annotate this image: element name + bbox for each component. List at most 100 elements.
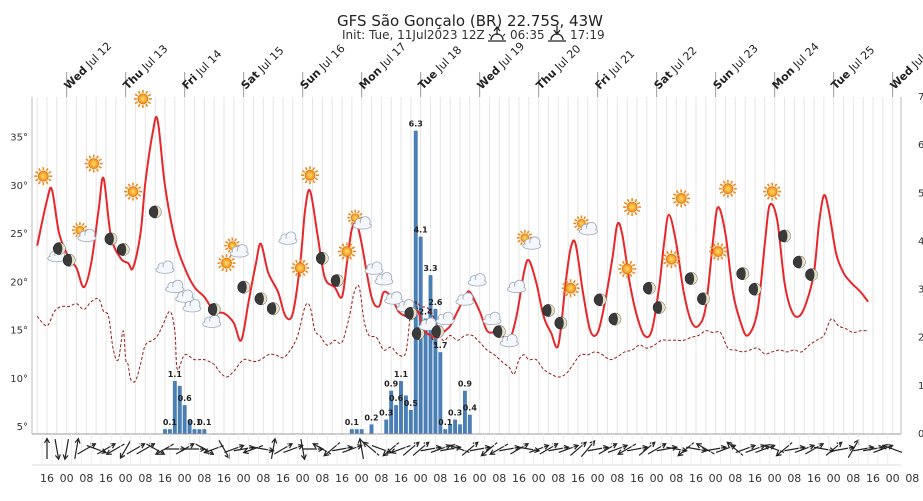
moon-icon bbox=[315, 251, 329, 265]
sun-icon bbox=[291, 258, 310, 277]
partly-cloudy-icon bbox=[224, 237, 249, 258]
grid bbox=[36, 97, 894, 434]
precip-bar bbox=[453, 419, 458, 434]
y2-tick-label: 4 bbox=[918, 236, 923, 247]
wind-arrow-row bbox=[32, 433, 903, 466]
sun-icon bbox=[124, 182, 142, 201]
sun-icon bbox=[133, 89, 152, 108]
sun-icon bbox=[623, 198, 642, 217]
precip-value-label: 4.1 bbox=[414, 226, 429, 235]
precip-value-label: 0.9 bbox=[384, 380, 399, 389]
y-axis-temperature: 35° 30° 25° 20° 15° 10° 5° bbox=[10, 133, 28, 434]
weather-icons bbox=[34, 89, 818, 348]
moon-icon bbox=[792, 255, 806, 269]
hour-label: 00 bbox=[178, 472, 192, 485]
cloud-icon bbox=[507, 279, 526, 294]
hour-label: 16 bbox=[630, 472, 644, 485]
day-label: Wed Jul 19 bbox=[475, 40, 528, 93]
hour-label: 08 bbox=[197, 472, 211, 485]
wind-arrow-icon bbox=[62, 439, 70, 461]
wind-arrow-icon bbox=[813, 446, 836, 454]
precip-value-label: 0.1 bbox=[438, 418, 453, 427]
hour-label: 00 bbox=[886, 472, 900, 485]
wind-arrow-icon bbox=[74, 437, 81, 459]
hour-label: 16 bbox=[40, 472, 54, 485]
moon-icon bbox=[148, 205, 162, 219]
moon-icon bbox=[404, 306, 418, 320]
wind-arrow-icon bbox=[242, 445, 264, 454]
cloud-icon bbox=[482, 311, 502, 326]
wind-arrow-icon bbox=[745, 444, 767, 453]
hour-label: 00 bbox=[60, 472, 74, 485]
wind-arrow-icon bbox=[587, 444, 610, 452]
moon-icon bbox=[652, 301, 666, 314]
day-label: Tue Jul 18 bbox=[416, 43, 465, 92]
wind-arrow-icon bbox=[548, 444, 570, 452]
cloud-icon bbox=[418, 317, 438, 331]
wind-arrow-icon bbox=[569, 441, 587, 456]
precip-value-label: 0.6 bbox=[389, 394, 404, 403]
y-axis-precipitation: 7 6 5 4 3 2 1 0 bbox=[918, 92, 923, 440]
wind-arrow-icon bbox=[647, 443, 667, 455]
precip-bar bbox=[384, 419, 389, 434]
moon-icon bbox=[104, 232, 118, 246]
hour-label: 16 bbox=[276, 472, 290, 485]
hour-label: 16 bbox=[99, 472, 113, 485]
precip-value-label: 0.1 bbox=[197, 418, 212, 427]
wind-arrow-icon bbox=[54, 439, 61, 461]
hour-label: 00 bbox=[296, 472, 310, 485]
hour-label: 00 bbox=[709, 472, 723, 485]
precip-bar bbox=[349, 429, 354, 434]
hour-label: 08 bbox=[492, 472, 506, 485]
cloud-icon bbox=[499, 333, 519, 348]
sunrise-time: 06:35 bbox=[510, 28, 545, 42]
wind-arrow-icon bbox=[489, 443, 509, 455]
wind-arrow-icon bbox=[77, 443, 97, 455]
precip-bar bbox=[403, 395, 408, 434]
wind-arrow-icon bbox=[105, 443, 125, 455]
cloud-icon bbox=[384, 291, 404, 305]
precip-value-label: 0.1 bbox=[187, 418, 202, 427]
precip-value-label: 0.3 bbox=[379, 409, 393, 418]
wind-arrow-icon bbox=[607, 444, 629, 453]
precip-value-label: 0.4 bbox=[463, 404, 478, 413]
hour-label: 00 bbox=[650, 472, 664, 485]
partly-cloudy-icon bbox=[573, 215, 598, 236]
wind-arrow-icon bbox=[86, 445, 108, 454]
precip-bar bbox=[448, 424, 453, 434]
precip-bar bbox=[197, 429, 202, 434]
cloud-icon bbox=[175, 289, 195, 303]
hour-label: 08 bbox=[905, 472, 919, 485]
sun-icon bbox=[561, 279, 580, 298]
cloud-icon bbox=[374, 272, 394, 286]
hour-label: 16 bbox=[571, 472, 585, 485]
wind-arrow-icon bbox=[119, 440, 132, 460]
moon-icon bbox=[778, 229, 791, 243]
sun-icon bbox=[217, 254, 236, 273]
cloud-icon bbox=[455, 292, 475, 306]
wind-arrow-icon bbox=[270, 437, 278, 459]
sun-icon bbox=[301, 166, 319, 185]
wind-arrow-icon bbox=[825, 441, 843, 456]
wind-arrow-icon bbox=[469, 444, 492, 452]
moon-icon bbox=[554, 316, 568, 330]
precip-value-label: 1.1 bbox=[168, 370, 183, 379]
hour-label: 08 bbox=[610, 472, 624, 485]
sun-icon bbox=[718, 179, 737, 198]
wind-arrow-icon bbox=[126, 443, 146, 455]
temperature-line bbox=[36, 115, 869, 349]
sunset-time: 17:19 bbox=[570, 28, 605, 42]
precip-bar bbox=[413, 130, 418, 434]
cloud-icon bbox=[278, 231, 298, 245]
partly-cloudy-icon bbox=[516, 229, 542, 250]
cloud-icon bbox=[435, 311, 455, 326]
precip-bar bbox=[458, 424, 462, 434]
hour-label: 08 bbox=[669, 472, 683, 485]
sun-icon bbox=[672, 189, 691, 208]
precip-bar bbox=[408, 409, 413, 434]
day-label: Thu Jul 20 bbox=[534, 42, 584, 92]
cloud-icon bbox=[165, 279, 185, 294]
day-label: Tue Jul 25 bbox=[829, 43, 878, 92]
y-tick-label: 15° bbox=[10, 326, 28, 337]
day-label: Fri Jul 14 bbox=[180, 47, 225, 92]
